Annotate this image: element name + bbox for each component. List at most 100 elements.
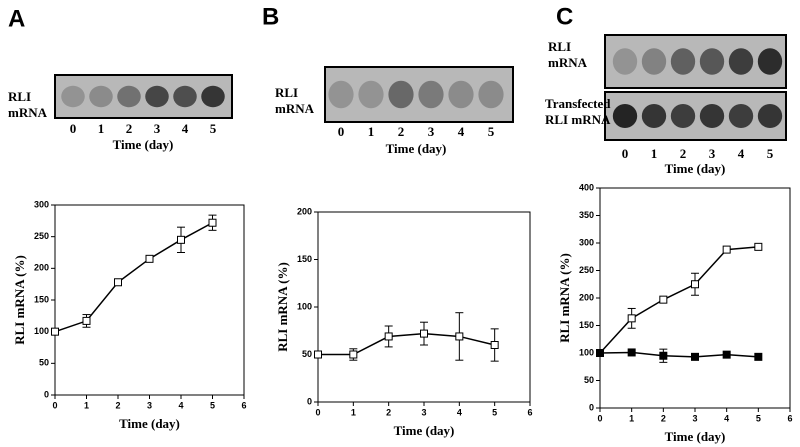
- series-line: [599, 351, 759, 358]
- data-point: [659, 351, 668, 360]
- blot-band: [699, 104, 725, 128]
- blot-band: [448, 80, 474, 109]
- data-point: [596, 349, 604, 357]
- blot-band: [358, 80, 384, 109]
- y-tick-label: 300: [34, 199, 49, 209]
- y-tick-label: 200: [34, 263, 49, 273]
- blot-label: mRNA: [548, 55, 588, 70]
- x-tick-label: 6: [241, 400, 246, 410]
- data-point: [659, 295, 668, 304]
- lane-label: 5: [488, 124, 495, 139]
- x-tick-label: 0: [597, 413, 602, 423]
- data-point: [627, 348, 636, 357]
- blot-band: [641, 104, 667, 128]
- blot-label: Transfected: [545, 96, 611, 111]
- y-tick-label: 200: [579, 292, 594, 302]
- lane-label: 0: [622, 146, 629, 161]
- plot-frame: [317, 211, 531, 403]
- y-tick-label: 0: [589, 402, 594, 412]
- data-point: [314, 350, 322, 359]
- x-tick-label: 3: [692, 413, 697, 423]
- x-axis-label: Time (day): [665, 429, 726, 444]
- x-tick-label: 5: [210, 400, 215, 410]
- blot-band: [670, 48, 696, 75]
- x-tick-label: 2: [115, 400, 120, 410]
- blot-band: [117, 85, 141, 108]
- blot-axis-label: Time (day): [113, 137, 174, 152]
- data-point: [754, 352, 763, 361]
- data-point: [420, 329, 428, 338]
- blot-axis-label: Time (day): [665, 161, 726, 176]
- x-tick-label: 3: [147, 400, 152, 410]
- y-tick-label: 150: [297, 254, 312, 264]
- blot-band: [388, 80, 414, 109]
- series-line: [54, 222, 213, 333]
- lane-label: 3: [428, 124, 435, 139]
- blot-label: mRNA: [8, 105, 48, 120]
- y-tick-label: 100: [579, 347, 594, 357]
- x-tick-label: 4: [457, 407, 462, 417]
- blot-label: RLI mRNA: [545, 112, 611, 127]
- y-tick-label: 250: [579, 265, 594, 275]
- blot-band: [89, 85, 113, 108]
- x-tick-label: 1: [84, 400, 89, 410]
- blot-axis-label: Time (day): [386, 141, 447, 156]
- x-tick-label: 6: [527, 407, 532, 417]
- blot-band: [670, 104, 696, 128]
- x-tick-label: 5: [492, 407, 497, 417]
- data-point: [691, 352, 699, 361]
- lane-label: 4: [458, 124, 465, 139]
- lane-label: 0: [338, 124, 345, 139]
- x-tick-label: 5: [756, 413, 761, 423]
- blot-band: [61, 85, 85, 108]
- data-point: [349, 350, 358, 359]
- y-tick-label: 200: [297, 206, 312, 216]
- y-tick-label: 300: [579, 237, 594, 247]
- y-tick-label: 0: [44, 389, 49, 399]
- lane-label: 1: [98, 121, 105, 136]
- plot-frame: [599, 187, 791, 409]
- blot-band: [201, 85, 225, 108]
- lane-label: 1: [368, 124, 375, 139]
- plot-frame: [54, 204, 245, 396]
- panel-letter: B: [262, 3, 279, 30]
- x-tick-label: 4: [724, 413, 729, 423]
- series-line: [318, 332, 495, 356]
- x-tick-label: 2: [661, 413, 666, 423]
- panel-letter: C: [556, 3, 573, 30]
- data-point: [722, 245, 731, 254]
- y-tick-label: 400: [579, 182, 594, 192]
- lane-label: 1: [651, 146, 658, 161]
- y-tick-label: 100: [297, 301, 312, 311]
- x-tick-label: 6: [787, 413, 792, 423]
- lane-label: 2: [680, 146, 687, 161]
- blot-band: [612, 48, 638, 75]
- data-point: [754, 242, 763, 251]
- blot-band: [173, 85, 197, 108]
- x-tick-label: 2: [386, 407, 391, 417]
- blot-label: RLI: [8, 89, 31, 104]
- data-point: [177, 235, 185, 244]
- lane-label: 0: [70, 121, 77, 136]
- series-line: [599, 246, 759, 354]
- y-tick-label: 50: [302, 349, 312, 359]
- x-tick-label: 1: [629, 413, 634, 423]
- y-axis-label: RLI mRNA (%): [557, 253, 572, 343]
- blot-band: [418, 80, 444, 109]
- x-tick-label: 3: [421, 407, 426, 417]
- data-point: [691, 280, 699, 289]
- y-tick-label: 150: [34, 294, 49, 304]
- y-axis-label: RLI mRNA (%): [275, 262, 290, 352]
- panel-letter: A: [8, 5, 25, 32]
- lane-label: 3: [154, 121, 161, 136]
- data-point: [722, 350, 731, 359]
- lane-label: 5: [210, 121, 217, 136]
- blot-label: mRNA: [275, 101, 315, 116]
- x-axis-label: Time (day): [394, 423, 455, 438]
- blot-band: [145, 85, 169, 108]
- blot-band: [641, 48, 667, 75]
- y-tick-label: 50: [39, 358, 49, 368]
- y-tick-label: 150: [579, 320, 594, 330]
- blot-band: [757, 48, 783, 75]
